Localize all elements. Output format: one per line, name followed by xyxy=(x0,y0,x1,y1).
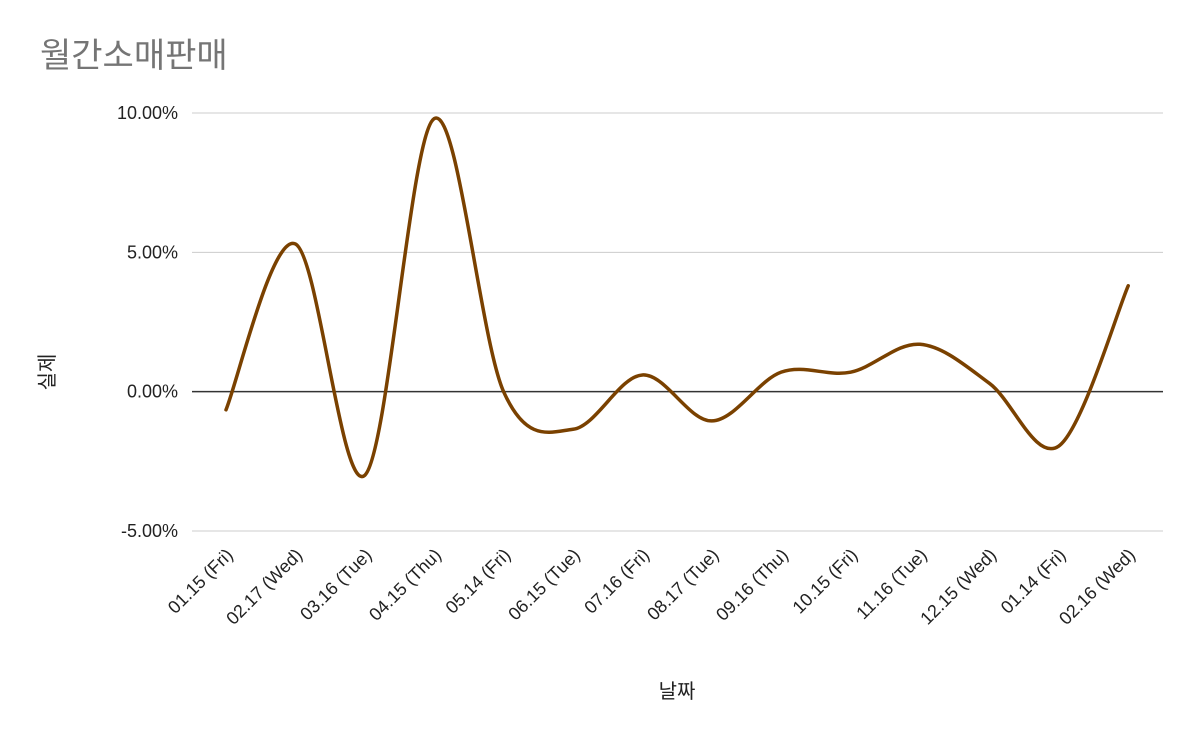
data-point xyxy=(1126,284,1130,288)
x-tick-label: 01.14 (Fri) xyxy=(997,545,1070,618)
y-tick-label: 0.00% xyxy=(127,382,178,402)
x-axis-ticks: 01.15 (Fri)02.17 (Wed)03.16 (Tue)04.15 (… xyxy=(164,545,1139,629)
data-point xyxy=(224,408,228,412)
data-point xyxy=(1057,444,1061,448)
data-point xyxy=(432,117,436,121)
data-point xyxy=(571,427,575,431)
x-axis-label: 날짜 xyxy=(659,679,696,703)
series-line xyxy=(224,116,1130,479)
data-point xyxy=(849,370,853,374)
x-tick-label: 03.16 (Tue) xyxy=(296,545,375,624)
x-tick-label: 07.16 (Fri) xyxy=(580,545,653,618)
y-tick-label: 5.00% xyxy=(127,242,178,262)
x-tick-label: 01.15 (Fri) xyxy=(164,545,237,618)
data-point xyxy=(918,342,922,346)
x-tick-label: 04.15 (Thu) xyxy=(365,545,445,625)
y-axis-ticks: 10.00% 5.00% 0.00% -5.00% xyxy=(117,103,178,541)
data-point xyxy=(293,242,297,246)
data-point xyxy=(640,373,644,377)
x-tick-label: 09.16 (Thu) xyxy=(712,545,792,625)
data-point xyxy=(710,419,714,423)
x-tick-label: 10.15 (Fri) xyxy=(789,545,862,618)
data-point xyxy=(502,390,506,394)
data-point xyxy=(363,473,367,477)
series-layer xyxy=(224,116,1130,479)
y-tick-label: 10.00% xyxy=(117,103,178,123)
x-tick-label: 08.17 (Tue) xyxy=(643,545,722,624)
x-tick-label: 06.15 (Tue) xyxy=(504,545,583,624)
data-point xyxy=(779,370,783,374)
y-tick-label: -5.00% xyxy=(121,521,178,541)
data-point xyxy=(987,381,991,385)
gridlines xyxy=(192,112,1163,532)
x-tick-label: 05.14 (Fri) xyxy=(442,545,515,618)
y-axis-label: 실제 xyxy=(35,354,59,391)
chart-title: 월간소매판매 xyxy=(40,36,228,76)
